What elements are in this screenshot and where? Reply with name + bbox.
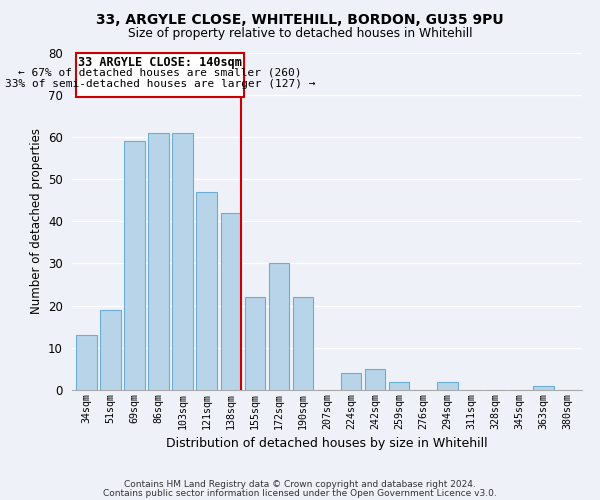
Y-axis label: Number of detached properties: Number of detached properties [29, 128, 43, 314]
Bar [76, 52, 244, 97]
Bar [437, 382, 458, 390]
X-axis label: Distribution of detached houses by size in Whitehill: Distribution of detached houses by size … [166, 437, 488, 450]
Bar [221, 213, 241, 390]
Text: 33% of semi-detached houses are larger (127) →: 33% of semi-detached houses are larger (… [5, 78, 315, 88]
Bar [269, 264, 289, 390]
Bar [389, 382, 409, 390]
Bar [100, 310, 121, 390]
Bar [293, 297, 313, 390]
Bar [76, 335, 97, 390]
Text: 33 ARGYLE CLOSE: 140sqm: 33 ARGYLE CLOSE: 140sqm [78, 56, 242, 69]
Text: Contains HM Land Registry data © Crown copyright and database right 2024.: Contains HM Land Registry data © Crown c… [124, 480, 476, 489]
Bar [341, 373, 361, 390]
Bar [196, 192, 217, 390]
Bar [365, 369, 385, 390]
Bar [124, 141, 145, 390]
Bar [148, 132, 169, 390]
Bar [172, 132, 193, 390]
Text: Contains public sector information licensed under the Open Government Licence v3: Contains public sector information licen… [103, 488, 497, 498]
Text: ← 67% of detached houses are smaller (260): ← 67% of detached houses are smaller (26… [18, 68, 302, 78]
Bar [245, 297, 265, 390]
Text: 33, ARGYLE CLOSE, WHITEHILL, BORDON, GU35 9PU: 33, ARGYLE CLOSE, WHITEHILL, BORDON, GU3… [96, 12, 504, 26]
Text: Size of property relative to detached houses in Whitehill: Size of property relative to detached ho… [128, 28, 472, 40]
Bar [533, 386, 554, 390]
